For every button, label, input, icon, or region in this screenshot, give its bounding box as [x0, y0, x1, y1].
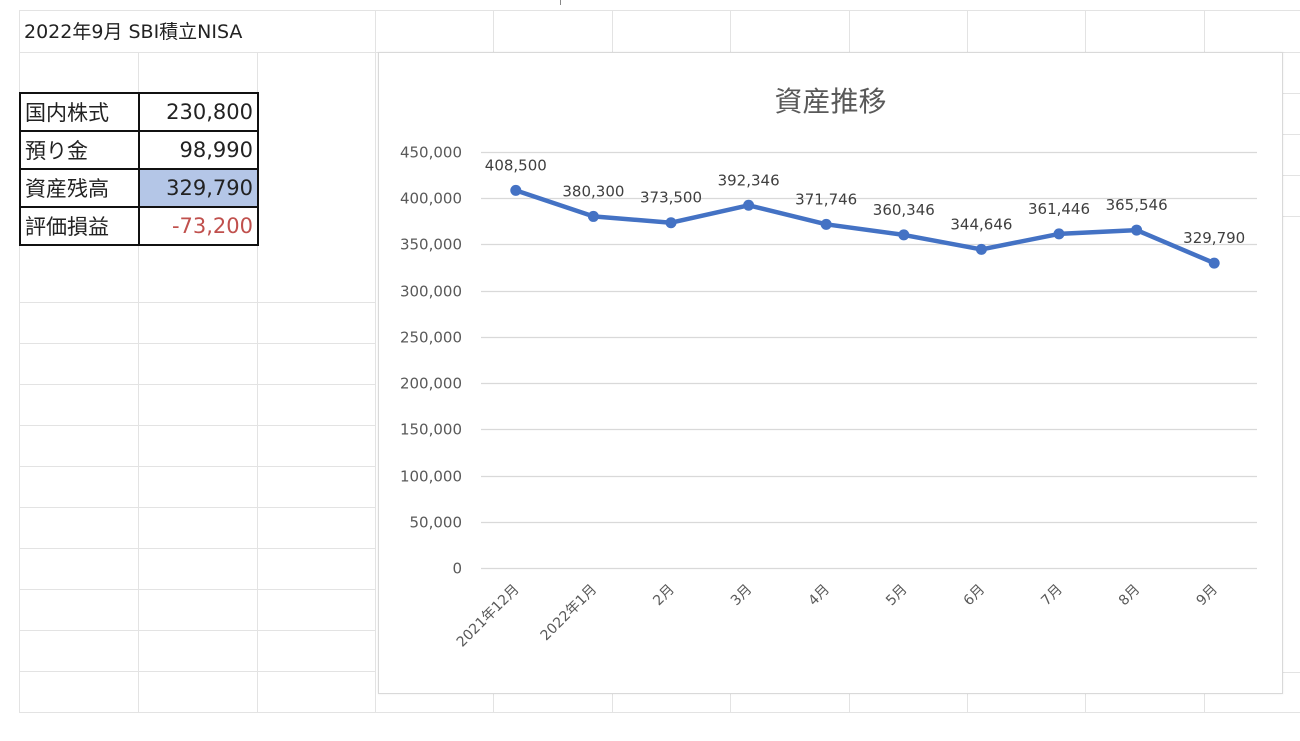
- data-label: 380,300: [562, 182, 624, 200]
- x-axis-tick-label: 3月: [728, 582, 756, 610]
- cell-label-deposit[interactable]: 預り金: [19, 130, 140, 170]
- data-label: 329,790: [1183, 229, 1245, 247]
- cell-value-total-assets[interactable]: 329,790: [138, 168, 259, 208]
- table-row: 国内株式 230,800: [19, 92, 259, 132]
- x-axis-tick-label: 7月: [1038, 582, 1066, 610]
- x-axis-tick-label: 4月: [806, 582, 834, 610]
- x-axis-tick-label: 8月: [1116, 582, 1144, 610]
- table-row: 資産残高 329,790: [19, 168, 259, 208]
- data-point-marker[interactable]: [587, 210, 599, 222]
- cell-label-total-assets[interactable]: 資産残高: [19, 168, 140, 208]
- series-line[interactable]: [513, 188, 1217, 266]
- data-label: 344,646: [950, 215, 1012, 233]
- data-label: 392,346: [718, 171, 780, 189]
- data-label: 408,500: [485, 156, 547, 174]
- table-row: 預り金 98,990: [19, 130, 259, 170]
- x-axis-tick-label: 9月: [1194, 582, 1222, 610]
- y-axis-tick-label: 400,000: [400, 190, 462, 208]
- x-axis-tick-label: 6月: [961, 582, 989, 610]
- x-axis-tick-label: 2022年1月: [538, 582, 601, 645]
- data-point-marker[interactable]: [975, 243, 987, 255]
- data-label: 373,500: [640, 189, 702, 207]
- y-axis-tick-label: 150,000: [400, 421, 462, 439]
- chart-plot-area: 0 50,000 100,000 150,000 200,000 250,000 300,0…: [400, 144, 1257, 651]
- line-chart[interactable]: 資産推移 0 50,000 100,000 150,000 200,000 250,000…: [378, 52, 1283, 694]
- data-point-marker[interactable]: [665, 217, 677, 229]
- cell-label-unrealized-pl[interactable]: 評価損益: [19, 206, 140, 246]
- y-axis-tick-label: 50,000: [410, 514, 463, 532]
- summary-table: 国内株式 230,800 預り金 98,990 資産残高 329,790 評価損…: [19, 92, 259, 246]
- y-axis-tick-label: 300,000: [400, 283, 462, 301]
- data-point-marker[interactable]: [1208, 257, 1220, 269]
- data-point-marker[interactable]: [820, 218, 832, 230]
- cell-label-domestic-stocks[interactable]: 国内株式: [19, 92, 140, 132]
- data-point-marker[interactable]: [898, 229, 910, 241]
- x-axis-tick-label: 2021年12月: [454, 582, 523, 651]
- x-axis-tick-label: 5月: [883, 582, 911, 610]
- sheet-title-cell[interactable]: 2022年9月 SBI積立NISA: [24, 21, 243, 43]
- y-axis-tick-label: 350,000: [400, 236, 462, 254]
- cell-value-unrealized-pl[interactable]: -73,200: [138, 206, 259, 246]
- data-point-marker[interactable]: [1131, 224, 1143, 236]
- cell-value-deposit[interactable]: 98,990: [138, 130, 259, 170]
- y-axis-tick-label: 200,000: [400, 375, 462, 393]
- y-axis-tick-label: 100,000: [400, 468, 462, 486]
- x-axis-tick-label: 2月: [650, 582, 678, 610]
- data-point-marker[interactable]: [510, 184, 522, 196]
- data-label: 360,346: [873, 201, 935, 219]
- y-axis-tick-label: 250,000: [400, 329, 462, 347]
- chart-title: 資産推移: [774, 85, 887, 118]
- data-point-marker[interactable]: [743, 199, 755, 211]
- table-row: 評価損益 -73,200: [19, 206, 259, 246]
- data-label: 371,746: [795, 190, 857, 208]
- cell-value-domestic-stocks[interactable]: 230,800: [138, 92, 259, 132]
- y-axis-tick-label: 0: [452, 560, 462, 578]
- data-point-marker[interactable]: [1053, 228, 1065, 240]
- y-axis-tick-label: 450,000: [400, 144, 462, 162]
- data-label: 365,546: [1106, 196, 1168, 214]
- data-label: 361,446: [1028, 200, 1090, 218]
